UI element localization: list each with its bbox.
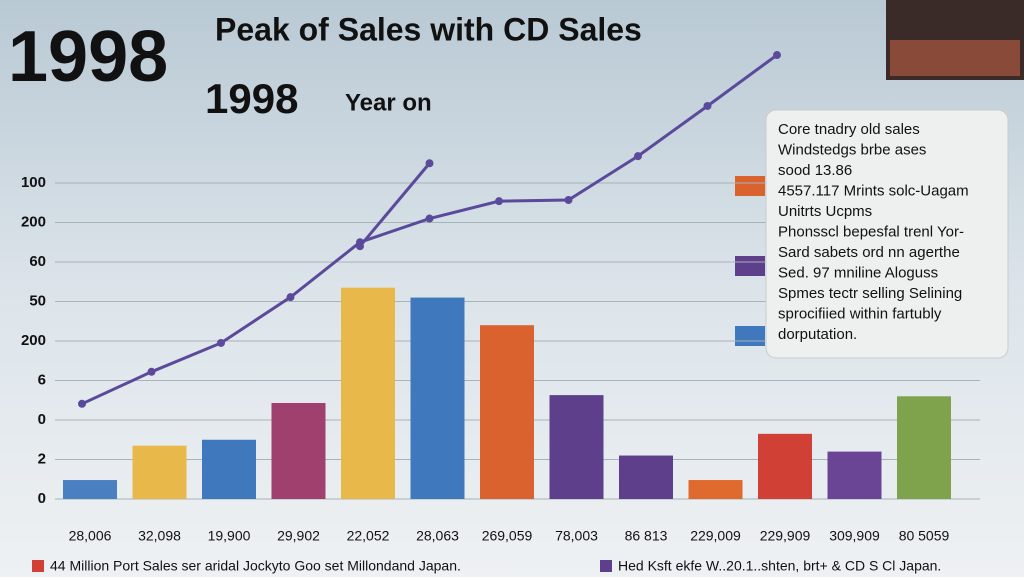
bar	[827, 451, 882, 499]
x-tick-label: 32,098	[138, 528, 181, 544]
legend-label: Hed Ksft ekfe W..20.1..shten, brt+ & CD …	[618, 558, 941, 574]
y-tick-label: 0	[38, 490, 46, 507]
line-point	[78, 399, 86, 408]
x-tick-label: 269,059	[482, 528, 533, 544]
line-point	[773, 51, 781, 60]
x-tick-label: 229,009	[690, 528, 741, 544]
note-line: Phonsscl bepesfal trenl Yor-	[778, 223, 964, 240]
bar	[410, 297, 465, 499]
y-tick-label: 200	[21, 213, 46, 230]
x-tick-label: 28,006	[69, 528, 112, 544]
bar	[758, 433, 812, 499]
bar	[271, 403, 326, 499]
legend-swatch	[32, 560, 44, 572]
line-point	[425, 159, 434, 168]
bar	[341, 287, 395, 499]
note-line: Unitrts Ucpms	[778, 203, 872, 220]
y-tick-label: 50	[29, 292, 46, 309]
y-tick-label: 6	[38, 371, 46, 388]
line	[358, 162, 431, 248]
legend-swatch	[735, 176, 765, 196]
line-point	[634, 152, 642, 161]
x-tick-label: 19,900	[208, 528, 251, 544]
note-line: 4557.117 Mrints solc-Uagam	[778, 182, 969, 199]
chart-title: Peak of Sales with CD Sales	[215, 11, 642, 47]
photo-detail	[890, 40, 1020, 76]
note-line: dorputation.	[778, 326, 857, 343]
legend-swatch	[600, 560, 612, 572]
note-line: Spmes tectr selling Selining	[778, 285, 962, 302]
note-line: Sard sabets ord nn agerthe	[778, 244, 960, 261]
legend-swatch	[735, 256, 765, 276]
note-line: Core tnadry old sales	[778, 121, 920, 138]
x-tick-label: 229,909	[760, 528, 811, 544]
legend-label: 44 Million Port Sales ser aridal Jockyto…	[50, 558, 461, 574]
note-line: Windstedgs brbe ases	[778, 141, 926, 158]
line-point	[147, 367, 156, 376]
x-tick-label: 78,003	[555, 528, 598, 544]
bar	[132, 445, 187, 499]
legend-swatch	[735, 326, 765, 346]
x-tick-label: 86 813	[625, 528, 668, 544]
subtitle-year: 1998	[205, 75, 298, 122]
big-year: 1998	[8, 17, 168, 97]
line-point	[495, 197, 503, 206]
y-tick-label: 100	[21, 174, 46, 191]
x-tick-label: 28,063	[416, 528, 459, 544]
note-line: sprocifiied within fartubly	[778, 305, 942, 322]
line-point	[703, 101, 712, 110]
bar	[202, 439, 256, 499]
x-tick-label: 29,902	[277, 528, 320, 544]
note-line: sood 13.86	[778, 162, 852, 179]
x-tick-label: 22,052	[347, 528, 390, 544]
y-tick-label: 60	[29, 253, 46, 270]
x-tick-label: 80 5059	[899, 528, 950, 544]
bar	[63, 480, 117, 499]
note-line: Sed. 97 mniline Aloguss	[778, 264, 938, 281]
bar	[480, 325, 534, 499]
bar	[549, 395, 604, 499]
line-point	[564, 195, 573, 204]
x-tick-label: 309,909	[829, 528, 880, 544]
bar	[688, 480, 743, 499]
line-point	[356, 242, 364, 251]
y-tick-label: 2	[38, 450, 46, 467]
bar	[897, 396, 951, 499]
y-tick-label: 200	[21, 332, 46, 349]
subtitle: Year on	[345, 89, 432, 116]
line-point	[425, 214, 434, 223]
bar	[619, 455, 673, 499]
line-point	[286, 293, 295, 302]
note-box	[765, 109, 1009, 359]
line-point	[217, 338, 225, 347]
y-tick-label: 0	[38, 411, 46, 428]
